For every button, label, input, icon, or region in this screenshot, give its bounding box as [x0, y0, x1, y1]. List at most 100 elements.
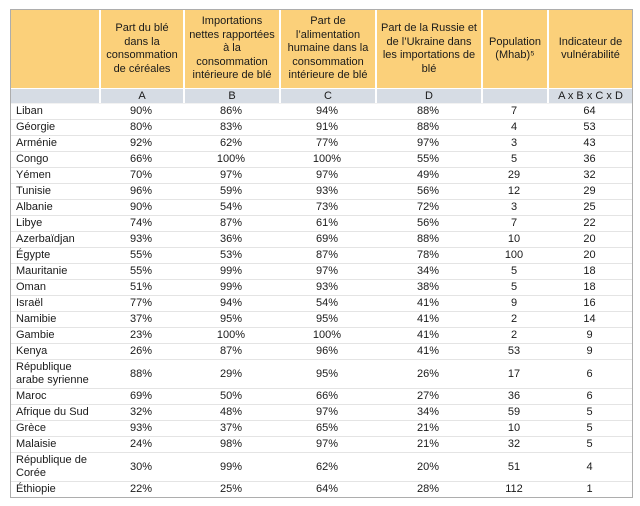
value-cell: 20%: [375, 452, 481, 481]
value-cell: 53: [547, 119, 632, 135]
col-header-indicateur-vulnerabilite: Indicateur de vulnérabilité: [547, 10, 632, 88]
value-cell: 51%: [99, 279, 183, 295]
col-header-country: [11, 10, 99, 88]
value-cell: 55%: [99, 247, 183, 263]
value-cell: 93%: [279, 279, 375, 295]
country-cell: Maroc: [11, 388, 99, 404]
value-cell: 4: [481, 119, 547, 135]
value-cell: 97%: [375, 135, 481, 151]
col-header-importations-nettes: Importations nettes rapportées à la cons…: [183, 10, 279, 88]
value-cell: 77%: [99, 295, 183, 311]
value-cell: 100%: [279, 327, 375, 343]
value-cell: 53%: [183, 247, 279, 263]
value-cell: 12: [481, 183, 547, 199]
subheader-country: [11, 88, 99, 103]
value-cell: 32%: [99, 404, 183, 420]
value-cell: 78%: [375, 247, 481, 263]
value-cell: 3: [481, 135, 547, 151]
value-cell: 48%: [183, 404, 279, 420]
value-cell: 1: [547, 481, 632, 497]
table-row: Égypte 55% 53% 87% 78% 100 20: [11, 247, 632, 263]
value-cell: 54%: [183, 199, 279, 215]
value-cell: 10: [481, 420, 547, 436]
table-row: République de Corée 30% 99% 62% 20% 51 4: [11, 452, 632, 481]
col-header-part-ble: Part du blé dans la consommation de céré…: [99, 10, 183, 88]
value-cell: 55%: [375, 151, 481, 167]
country-cell: Namibie: [11, 311, 99, 327]
table-row: République arabe syrienne 88% 29% 95% 26% 17 6: [11, 359, 632, 388]
value-cell: 95%: [279, 311, 375, 327]
value-cell: 23%: [99, 327, 183, 343]
value-cell: 22: [547, 215, 632, 231]
value-cell: 51: [481, 452, 547, 481]
value-cell: 56%: [375, 183, 481, 199]
country-cell: Albanie: [11, 199, 99, 215]
value-cell: 3: [481, 199, 547, 215]
value-cell: 5: [547, 436, 632, 452]
value-cell: 9: [547, 327, 632, 343]
value-cell: 7: [481, 215, 547, 231]
table-row: Maroc 69% 50% 66% 27% 36 6: [11, 388, 632, 404]
value-cell: 53: [481, 343, 547, 359]
col-header-russie-ukraine: Part de la Russie et de l’Ukraine dans l…: [375, 10, 481, 88]
value-cell: 41%: [375, 327, 481, 343]
value-cell: 41%: [375, 311, 481, 327]
value-cell: 24%: [99, 436, 183, 452]
value-cell: 88%: [375, 231, 481, 247]
table-row: Grèce 93% 37% 65% 21% 10 5: [11, 420, 632, 436]
value-cell: 32: [481, 436, 547, 452]
country-cell: Gambie: [11, 327, 99, 343]
value-cell: 87%: [183, 343, 279, 359]
value-cell: 93%: [99, 231, 183, 247]
value-cell: 96%: [279, 343, 375, 359]
value-cell: 98%: [183, 436, 279, 452]
value-cell: 72%: [375, 199, 481, 215]
value-cell: 69%: [99, 388, 183, 404]
country-cell: Arménie: [11, 135, 99, 151]
value-cell: 66%: [99, 151, 183, 167]
value-cell: 93%: [99, 420, 183, 436]
value-cell: 20: [547, 231, 632, 247]
subheader-c: C: [279, 88, 375, 103]
country-cell: Tunisie: [11, 183, 99, 199]
value-cell: 37%: [99, 311, 183, 327]
country-cell: Afrique du Sud: [11, 404, 99, 420]
subheader-a: A: [99, 88, 183, 103]
value-cell: 20: [547, 247, 632, 263]
subheader-population: [481, 88, 547, 103]
header-row: Part du blé dans la consommation de céré…: [11, 10, 632, 88]
col-header-population: Population (Mhab)⁵: [481, 10, 547, 88]
value-cell: 99%: [183, 279, 279, 295]
table-row: Congo 66% 100% 100% 55% 5 36: [11, 151, 632, 167]
country-cell: Liban: [11, 103, 99, 119]
value-cell: 34%: [375, 263, 481, 279]
country-cell: Israël: [11, 295, 99, 311]
value-cell: 34%: [375, 404, 481, 420]
value-cell: 30%: [99, 452, 183, 481]
vulnerability-table: Part du blé dans la consommation de céré…: [10, 9, 633, 498]
table-row: Yémen 70% 97% 97% 49% 29 32: [11, 167, 632, 183]
value-cell: 25: [547, 199, 632, 215]
value-cell: 6: [547, 388, 632, 404]
value-cell: 43: [547, 135, 632, 151]
value-cell: 16: [547, 295, 632, 311]
value-cell: 88%: [99, 359, 183, 388]
value-cell: 17: [481, 359, 547, 388]
value-cell: 29: [547, 183, 632, 199]
table-row: Oman 51% 99% 93% 38% 5 18: [11, 279, 632, 295]
country-cell: Éthiopie: [11, 481, 99, 497]
value-cell: 97%: [279, 167, 375, 183]
table-row: Tunisie 96% 59% 93% 56% 12 29: [11, 183, 632, 199]
value-cell: 26%: [375, 359, 481, 388]
value-cell: 29: [481, 167, 547, 183]
value-cell: 7: [481, 103, 547, 119]
value-cell: 100%: [183, 151, 279, 167]
value-cell: 50%: [183, 388, 279, 404]
value-cell: 62%: [183, 135, 279, 151]
table-row: Israël 77% 94% 54% 41% 9 16: [11, 295, 632, 311]
value-cell: 65%: [279, 420, 375, 436]
table-row: Arménie 92% 62% 77% 97% 3 43: [11, 135, 632, 151]
value-cell: 93%: [279, 183, 375, 199]
value-cell: 94%: [183, 295, 279, 311]
value-cell: 87%: [279, 247, 375, 263]
